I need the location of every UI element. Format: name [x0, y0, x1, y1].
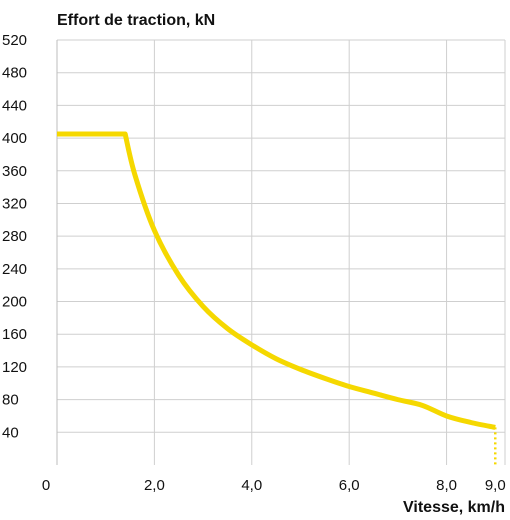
- chart-title: Effort de traction, kN: [57, 12, 215, 29]
- x-tick-label: 4,0: [241, 477, 262, 494]
- y-tick-label: 200: [2, 294, 27, 311]
- x-tick-labels: 0 2,0 4,0 6,0 8,0 9,0: [42, 477, 506, 494]
- y-tick-label: 360: [2, 163, 27, 180]
- x-tick-label: 9,0: [485, 477, 506, 494]
- vertical-gridlines: [153, 40, 448, 465]
- horizontal-gridlines: [57, 39, 505, 433]
- y-tick-label: 160: [2, 326, 27, 343]
- y-tick-label: 480: [2, 65, 27, 82]
- y-tick-label: 120: [2, 359, 27, 376]
- x-tick-label: 2,0: [144, 477, 165, 494]
- x-axis-title: Vitesse, km/h: [403, 499, 505, 516]
- axes: [56, 40, 506, 465]
- y-tick-label: 40: [2, 424, 19, 441]
- y-tick-label: 520: [2, 32, 27, 49]
- y-tick-label: 400: [2, 130, 27, 147]
- traction-curve: [57, 131, 496, 430]
- y-tick-label: 240: [2, 261, 27, 278]
- y-tick-label: 440: [2, 97, 27, 114]
- y-tick-label: 280: [2, 228, 27, 245]
- x-tick-label: 0: [42, 477, 50, 494]
- x-tick-label: 8,0: [436, 477, 457, 494]
- y-tick-label: 80: [2, 392, 19, 409]
- series-layer: [57, 131, 497, 465]
- y-tick-labels: 40 80 120 160 200 240 280 320 360 400 440 480 520: [2, 32, 27, 441]
- y-tick-label: 320: [2, 195, 27, 212]
- x-tick-label: 6,0: [339, 477, 360, 494]
